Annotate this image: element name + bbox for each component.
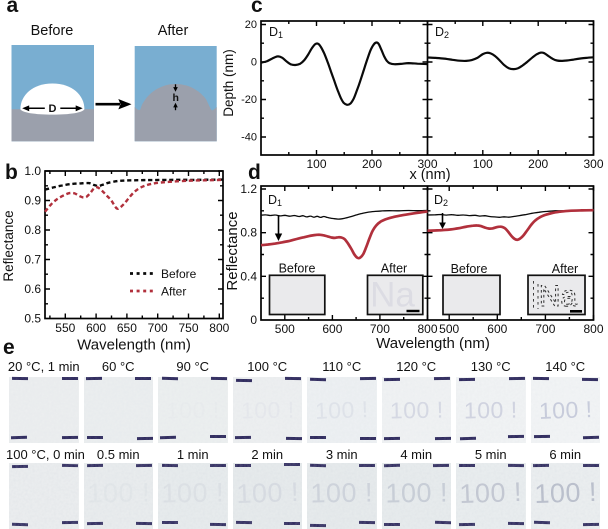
svg-text:x (nm): x (nm) [409, 167, 450, 183]
svg-text:200: 200 [528, 157, 548, 171]
svg-text:Reflectance: Reflectance [1, 210, 16, 281]
svg-text:0.6: 0.6 [24, 282, 41, 296]
svg-text:D1: D1 [268, 193, 282, 208]
svg-text:1.2: 1.2 [240, 182, 257, 196]
svg-text:700: 700 [535, 322, 555, 336]
svg-text:0.9: 0.9 [24, 194, 41, 208]
svg-text:h: h [172, 92, 178, 104]
svg-text:0.5: 0.5 [24, 312, 41, 326]
svg-text:Wavelength (nm): Wavelength (nm) [77, 337, 191, 354]
svg-text:600: 600 [487, 322, 507, 336]
svg-text:Before: Before [161, 267, 197, 281]
svg-text:750: 750 [178, 321, 198, 335]
svg-text:Before: Before [279, 262, 316, 276]
svg-text:650: 650 [117, 321, 137, 335]
svg-text:After: After [552, 262, 578, 276]
svg-text:300: 300 [583, 157, 603, 171]
svg-text:D2: D2 [435, 25, 449, 40]
svg-text:D: D [49, 103, 57, 115]
svg-text:550: 550 [55, 321, 75, 335]
svg-text:500: 500 [439, 322, 459, 336]
svg-text:Depth (nm): Depth (nm) [221, 49, 236, 117]
svg-text:Reflectance: Reflectance [224, 211, 241, 290]
svg-text:Wavelength (nm): Wavelength (nm) [376, 335, 490, 352]
svg-text:600: 600 [322, 322, 342, 336]
svg-text:700: 700 [148, 321, 168, 335]
svg-text:0.4: 0.4 [240, 269, 257, 283]
svg-text:100: 100 [473, 157, 493, 171]
svg-text:D1: D1 [269, 25, 283, 40]
svg-text:0.7: 0.7 [24, 253, 41, 267]
svg-text:Na: Na [539, 280, 578, 313]
svg-text:Na: Na [370, 276, 415, 315]
svg-text:800: 800 [417, 322, 437, 336]
svg-text:D2: D2 [434, 193, 448, 208]
svg-text:0: 0 [250, 313, 257, 327]
svg-text:0.8: 0.8 [240, 226, 257, 240]
svg-text:0.8: 0.8 [24, 223, 41, 237]
svg-text:After: After [161, 285, 186, 299]
svg-text:100: 100 [306, 157, 326, 171]
svg-text:700: 700 [370, 322, 390, 336]
svg-text:0: 0 [251, 57, 257, 69]
svg-text:500: 500 [275, 322, 295, 336]
svg-text:Before: Before [451, 262, 488, 276]
svg-text:-40: -40 [241, 132, 257, 144]
svg-text:200: 200 [362, 157, 382, 171]
svg-text:300: 300 [417, 157, 437, 171]
svg-text:20: 20 [245, 19, 257, 31]
svg-text:After: After [381, 262, 407, 276]
svg-text:800: 800 [583, 322, 603, 336]
svg-text:1.0: 1.0 [24, 164, 41, 178]
svg-text:600: 600 [86, 321, 106, 335]
svg-text:800: 800 [209, 321, 229, 335]
svg-text:-20: -20 [241, 94, 257, 106]
